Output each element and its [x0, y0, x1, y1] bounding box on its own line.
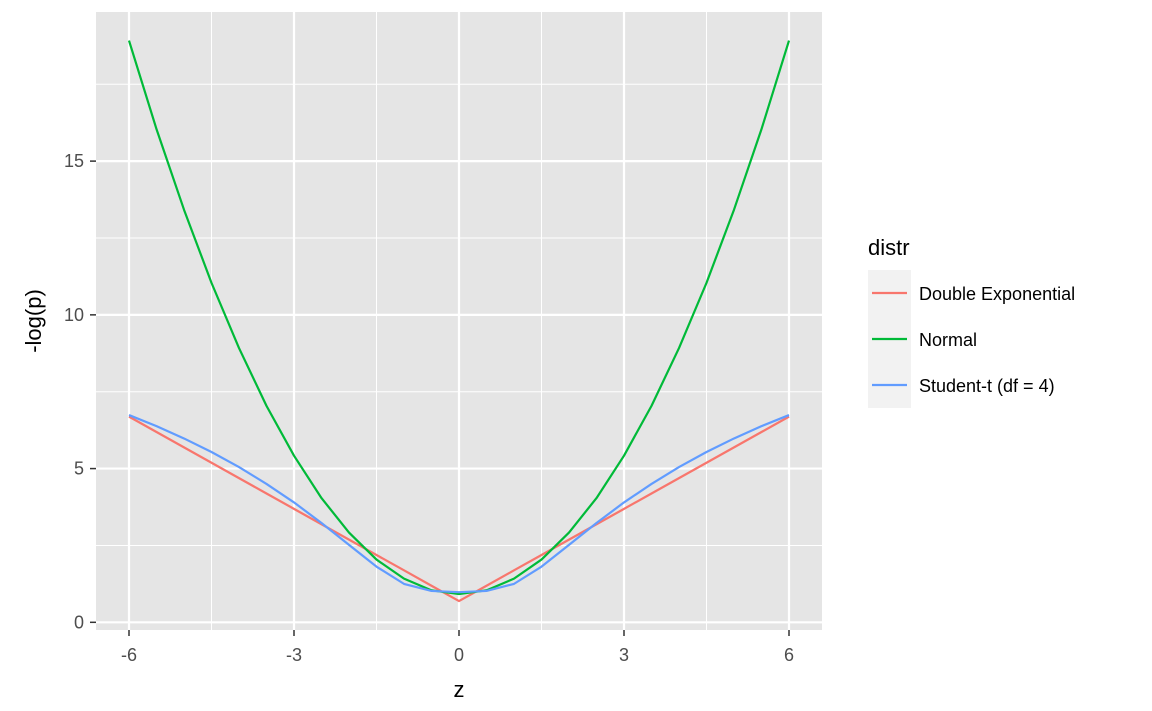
major-gridlines [96, 12, 822, 630]
series-line [128, 415, 790, 603]
x-tick-label: -6 [121, 645, 137, 665]
x-tick-label: -3 [286, 645, 302, 665]
legend-title: distr [868, 235, 910, 260]
series-lines [127, 40, 791, 603]
x-tick-label: 6 [784, 645, 794, 665]
legend: distr Double Exponential Normal Student-t … [868, 235, 1075, 408]
legend-label: Normal [919, 330, 977, 350]
legend-label: Double Exponential [919, 284, 1075, 304]
y-tick-label: 5 [74, 459, 84, 479]
y-tick-label: 15 [64, 151, 84, 171]
y-tick-label: 10 [64, 305, 84, 325]
series-line [128, 414, 790, 594]
y-axis: 0 5 10 15 [64, 151, 96, 632]
y-axis-title: -log(p) [21, 289, 46, 353]
x-tick-label: 0 [454, 645, 464, 665]
x-axis-title: z [454, 677, 465, 702]
legend-label: Student-t (df = 4) [919, 376, 1055, 396]
x-tick-label: 3 [619, 645, 629, 665]
series-line [127, 40, 791, 596]
y-tick-label: 0 [74, 612, 84, 632]
x-axis: -6 -3 0 3 6 [121, 630, 794, 665]
